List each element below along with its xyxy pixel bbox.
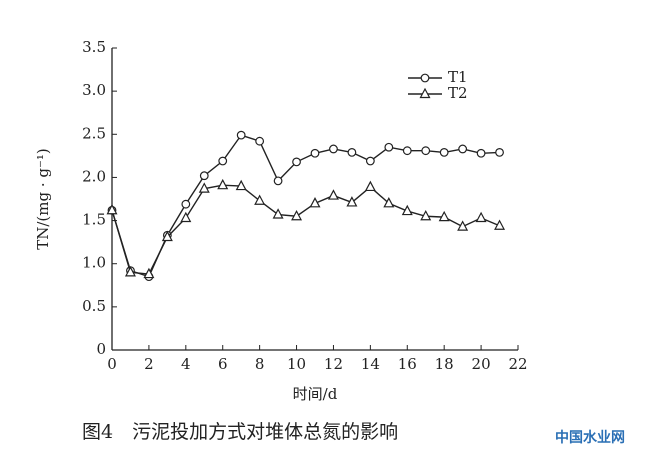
x-tick-label: 20 (472, 355, 491, 373)
legend-marker (419, 87, 431, 99)
marker (438, 210, 450, 222)
marker (255, 136, 265, 146)
caption: 图4 污泥投加方式对堆体总氮的影响 (82, 421, 398, 443)
marker (475, 211, 487, 223)
y-tick-label: 0 (96, 340, 106, 358)
series-line (111, 184, 500, 275)
y-tick-label: 1.5 (82, 211, 106, 229)
marker (364, 180, 376, 192)
x-tick-label: 6 (218, 355, 228, 373)
marker (310, 148, 320, 158)
marker (292, 157, 301, 167)
watermark: 中国水业网 (555, 429, 625, 446)
marker (457, 220, 469, 231)
marker (161, 230, 173, 242)
marker (365, 156, 375, 166)
marker (273, 176, 283, 186)
marker (181, 199, 191, 209)
marker (401, 204, 413, 216)
x-tick-label: 2 (144, 355, 154, 373)
legend-label: T2 (448, 84, 468, 102)
marker (329, 144, 338, 154)
x-tick-label: 16 (398, 355, 417, 373)
marker (421, 146, 431, 156)
x-tick-label: 18 (435, 355, 454, 373)
marker (439, 148, 449, 157)
marker (180, 211, 192, 223)
marker (235, 179, 247, 191)
marker (198, 182, 210, 193)
marker (476, 148, 486, 158)
marker (309, 197, 321, 208)
marker (236, 130, 246, 140)
marker (124, 266, 136, 277)
y-tick-label: 2.0 (82, 167, 106, 185)
marker (272, 208, 284, 219)
marker (199, 171, 209, 181)
x-tick-label: 12 (324, 355, 343, 373)
marker (217, 178, 229, 190)
marker (494, 219, 506, 230)
x-tick-label: 22 (508, 355, 527, 373)
x-tick-label: 4 (181, 355, 191, 373)
y-tick-label: 3.5 (82, 38, 106, 56)
marker (420, 209, 432, 221)
marker (143, 267, 155, 279)
x-axis-label: 时间/d (293, 385, 338, 403)
marker (384, 142, 394, 152)
y-axis-label: TN/(mg · g⁻¹) (34, 148, 52, 250)
marker (327, 189, 339, 200)
x-tick-label: 8 (255, 355, 265, 373)
legend-marker (420, 73, 430, 83)
marker (458, 144, 468, 154)
y-tick-label: 1.0 (82, 254, 106, 272)
marker (106, 203, 118, 215)
y-tick-label: 3.0 (82, 81, 106, 99)
marker (495, 148, 504, 157)
marker (346, 196, 358, 207)
marker (291, 209, 303, 221)
x-tick-label: 14 (361, 355, 380, 373)
marker (347, 148, 357, 157)
marker (254, 194, 266, 205)
x-tick-label: 10 (287, 355, 306, 373)
x-tick-label: 0 (107, 355, 117, 373)
series-line (111, 134, 500, 278)
y-tick-label: 0.5 (82, 297, 106, 315)
marker (383, 197, 395, 208)
y-tick-label: 2.5 (82, 124, 106, 142)
marker (402, 146, 412, 156)
legend-label: T1 (448, 68, 468, 86)
marker (218, 156, 228, 166)
